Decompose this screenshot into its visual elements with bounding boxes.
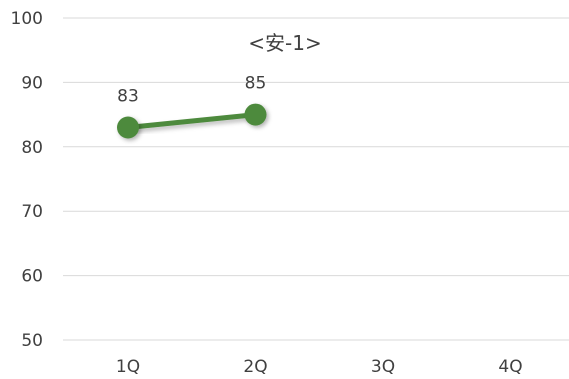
series-line-0 bbox=[125, 112, 258, 130]
x-tick-label-4Q: 4Q bbox=[498, 357, 522, 377]
data-label-1Q: 83 bbox=[117, 86, 139, 106]
x-axis-tick-labels: 1Q 2Q 3Q 4Q bbox=[116, 357, 523, 377]
chart-title: <安-1> bbox=[248, 31, 321, 55]
series-layer bbox=[117, 103, 267, 139]
data-labels: 83 85 bbox=[117, 74, 266, 107]
y-axis-tick-labels: 50 60 70 80 90 100 bbox=[11, 9, 43, 351]
y-tick-label-100: 100 bbox=[11, 9, 43, 29]
y-tick-label-90: 90 bbox=[21, 73, 43, 93]
data-point-1Q bbox=[117, 116, 139, 139]
y-tick-label-70: 70 bbox=[21, 202, 43, 222]
data-label-2Q: 85 bbox=[245, 74, 267, 94]
gridlines bbox=[63, 17, 569, 341]
y-tick-label-50: 50 bbox=[21, 331, 43, 351]
x-tick-label-2Q: 2Q bbox=[243, 357, 267, 377]
x-tick-label-3Q: 3Q bbox=[371, 357, 395, 377]
y-tick-label-60: 60 bbox=[21, 267, 43, 287]
y-tick-label-80: 80 bbox=[21, 138, 43, 158]
x-tick-label-1Q: 1Q bbox=[116, 357, 140, 377]
data-point-2Q bbox=[244, 103, 267, 126]
